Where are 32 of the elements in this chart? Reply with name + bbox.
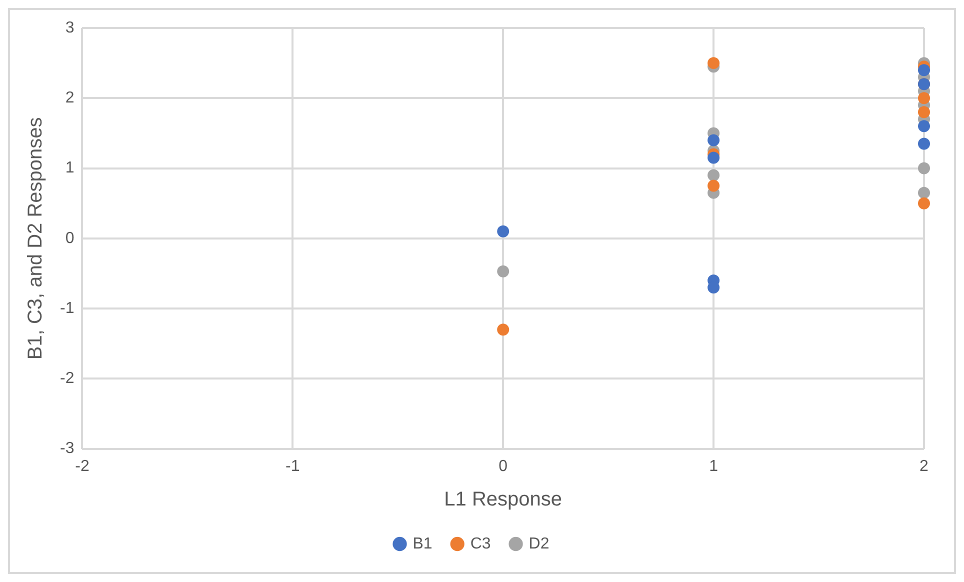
point <box>497 265 510 278</box>
x-tick-label: 2 <box>920 458 929 475</box>
point <box>918 92 930 104</box>
point <box>918 186 930 199</box>
legend-label: C3 <box>470 535 491 552</box>
y-tick-label: 1 <box>65 160 74 177</box>
point <box>708 57 720 70</box>
x-tick-label: 1 <box>709 458 718 475</box>
point <box>918 120 930 132</box>
y-tick-label: -3 <box>60 440 74 458</box>
legend-label: B1 <box>412 535 432 552</box>
y-tick-label: 2 <box>65 90 74 107</box>
point <box>918 197 930 210</box>
x-axis-title: L1 Response <box>444 488 562 511</box>
y-tick-label: -1 <box>60 300 74 317</box>
point <box>918 162 930 174</box>
point <box>708 152 720 164</box>
y-tick-label: -2 <box>60 370 74 388</box>
y-axis-title: B1, C3, and D2 Responses <box>24 117 47 360</box>
point <box>497 225 510 238</box>
y-tick-label: 3 <box>65 19 74 36</box>
point <box>708 180 720 192</box>
point <box>497 324 510 336</box>
x-tick-label: -1 <box>286 458 300 475</box>
point <box>918 106 930 118</box>
point <box>708 169 720 182</box>
point <box>918 138 930 150</box>
point <box>708 134 720 146</box>
point <box>918 64 930 76</box>
legend-label: D2 <box>528 535 550 552</box>
y-tick-label: 0 <box>65 230 74 247</box>
x-tick-label: 0 <box>498 458 508 475</box>
